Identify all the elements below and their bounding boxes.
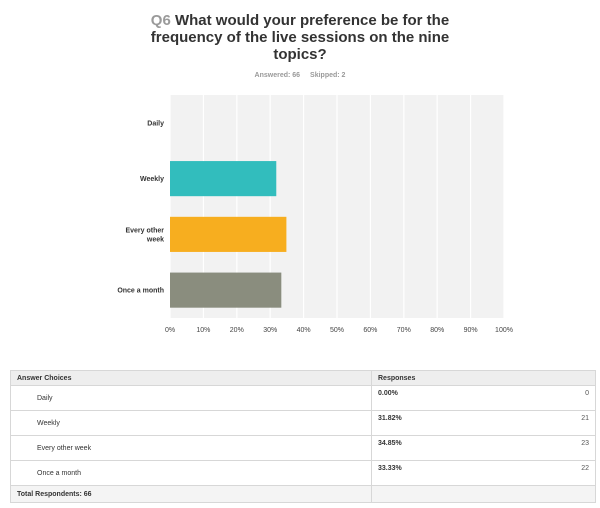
x-tick-label: 10%: [196, 327, 210, 334]
x-tick-label: 0%: [165, 327, 175, 334]
question-text: What would your preference be for the fr…: [150, 12, 450, 63]
x-tick-label: 90%: [464, 327, 478, 334]
question-header: Q6 What would your preference be for the…: [0, 12, 600, 79]
total-respondents: Total Respondents: 66: [10, 485, 372, 503]
total-blank-cell: [371, 485, 596, 503]
x-tick-label: 50%: [330, 327, 344, 334]
header-answer-choices: Answer Choices: [10, 370, 372, 386]
header-responses: Responses: [371, 370, 596, 386]
category-label-line: Weekly: [140, 176, 164, 183]
category-label: Every other week: [125, 227, 164, 243]
category-label: Daily: [147, 120, 164, 127]
question-title: Q6 What would your preference be for the…: [130, 12, 470, 63]
bar-chart: 0% 10% 20% 30% 40% 50% 60% 70% 80% 90% 100% Daily We…: [117, 95, 513, 334]
table-row: Daily 0.00% 0: [10, 385, 596, 411]
table-row: Once a month 33.33% 22: [10, 460, 596, 486]
total-row: Total Respondents: 66: [10, 485, 596, 503]
bar: [170, 272, 282, 308]
row-count: 21: [544, 410, 596, 436]
x-tick-label: 30%: [263, 327, 277, 334]
x-tick-label: 20%: [230, 327, 244, 334]
x-tick-label: 80%: [430, 327, 444, 334]
question-number: Q6: [150, 12, 171, 29]
x-tick-label: 40%: [297, 327, 311, 334]
responses-table: Answer Choices Responses Daily 0.00% 0 W…: [10, 370, 596, 503]
row-choice: Every other week: [10, 435, 372, 461]
x-tick-label: 70%: [397, 327, 411, 334]
table-row: Weekly 31.82% 21: [10, 410, 596, 436]
answered-count: Answered: 66: [254, 72, 301, 79]
category-label: Weekly: [140, 176, 164, 183]
bar: [170, 161, 277, 197]
table-row: Every other week 34.85% 23: [10, 435, 596, 461]
category-label-line: week: [146, 236, 164, 243]
row-choice: Daily: [10, 385, 372, 411]
skipped-count: Skipped: 2: [310, 72, 346, 79]
row-percent: 34.85%: [371, 435, 544, 461]
x-tick-label: 60%: [363, 327, 377, 334]
x-tick-label: 100%: [495, 327, 513, 334]
category-label-line: Daily: [147, 120, 164, 127]
row-percent: 0.00%: [371, 385, 544, 411]
response-meta: Answered: 66 Skipped: 2: [0, 72, 600, 79]
row-choice: Weekly: [10, 410, 372, 436]
bar: [170, 216, 287, 252]
row-count: 0: [544, 385, 596, 411]
category-label-line: Every other: [125, 227, 164, 234]
row-percent: 31.82%: [371, 410, 544, 436]
row-count: 22: [544, 460, 596, 486]
category-label-line: Once a month: [117, 288, 164, 295]
category-label: Once a month: [117, 288, 164, 295]
row-count: 23: [544, 435, 596, 461]
row-choice: Once a month: [10, 460, 372, 486]
table-header-row: Answer Choices Responses: [10, 370, 596, 386]
row-percent: 33.33%: [371, 460, 544, 486]
